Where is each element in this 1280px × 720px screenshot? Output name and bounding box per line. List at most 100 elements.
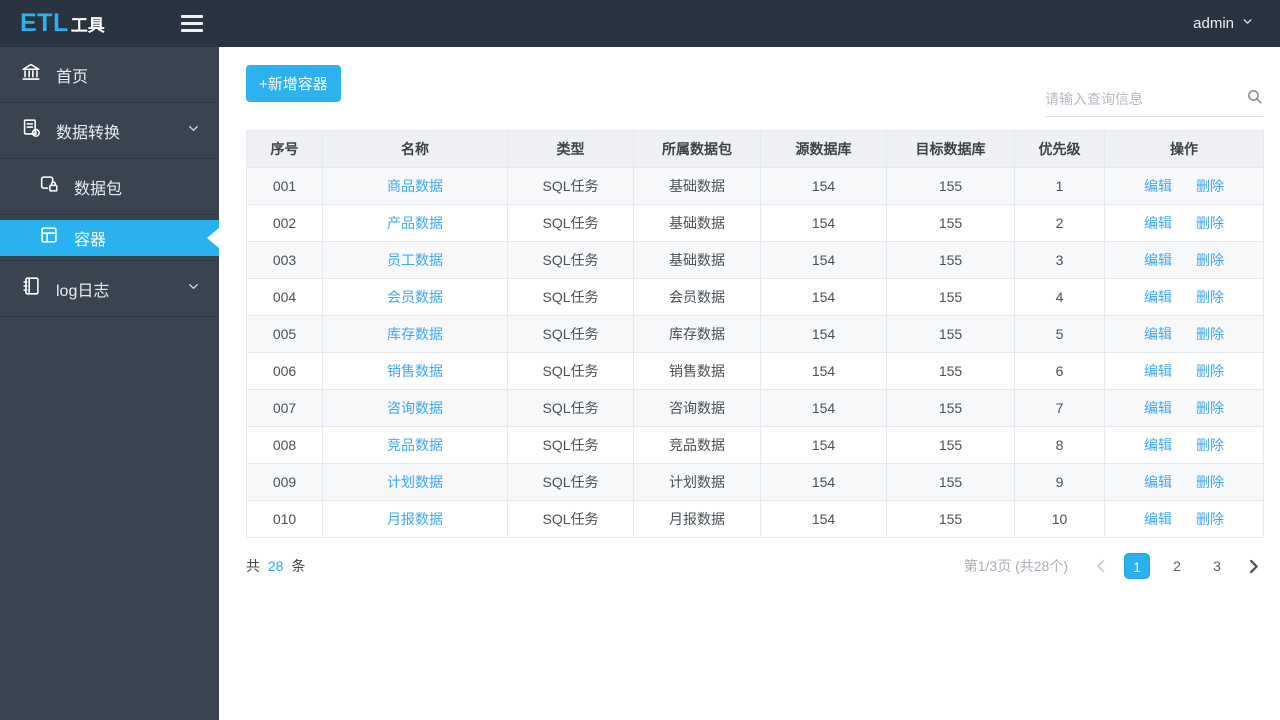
row-target: 155 bbox=[886, 426, 1015, 464]
row-seq: 002 bbox=[246, 204, 323, 242]
delete-link[interactable]: 删除 bbox=[1196, 474, 1224, 490]
page-number-3[interactable]: 3 bbox=[1213, 558, 1221, 574]
delete-link[interactable]: 删除 bbox=[1196, 363, 1224, 379]
row-actions: 编辑 删除 bbox=[1104, 352, 1264, 390]
row-actions: 编辑 删除 bbox=[1104, 315, 1264, 353]
row-name-link[interactable]: 销售数据 bbox=[387, 363, 443, 379]
row-name-link[interactable]: 库存数据 bbox=[387, 326, 443, 342]
row-seq: 009 bbox=[246, 463, 323, 501]
row-package: 基础数据 bbox=[633, 204, 761, 242]
row-type: SQL任务 bbox=[507, 352, 634, 390]
header-name: 名称 bbox=[322, 130, 508, 168]
row-name-link[interactable]: 会员数据 bbox=[387, 289, 443, 305]
row-seq: 008 bbox=[246, 426, 323, 464]
row-name-link[interactable]: 商品数据 bbox=[387, 178, 443, 194]
row-seq: 004 bbox=[246, 278, 323, 316]
table-header-row: 序号 名称 类型 所属数据包 源数据库 目标数据库 优先级 操作 bbox=[246, 130, 1264, 168]
sidebar-item-container[interactable]: 容器 bbox=[0, 219, 219, 256]
delete-link[interactable]: 删除 bbox=[1196, 252, 1224, 268]
row-type: SQL任务 bbox=[507, 278, 634, 316]
page-number-1[interactable]: 1 bbox=[1124, 553, 1150, 579]
row-name-cell: 库存数据 bbox=[322, 315, 508, 353]
row-seq: 010 bbox=[246, 500, 323, 538]
total-count: 共 28 条 bbox=[246, 556, 305, 576]
row-name-cell: 咨询数据 bbox=[322, 389, 508, 427]
row-name-link[interactable]: 产品数据 bbox=[387, 215, 443, 231]
prev-page-icon[interactable] bbox=[1092, 557, 1110, 575]
row-type: SQL任务 bbox=[507, 389, 634, 427]
header-type: 类型 bbox=[507, 130, 634, 168]
row-priority: 10 bbox=[1014, 500, 1105, 538]
table-body: 001 商品数据 SQL任务 基础数据 154 155 1 编辑 删除 002 产品数据 SQL任务基… bbox=[246, 167, 1264, 538]
edit-link[interactable]: 编辑 bbox=[1144, 474, 1172, 490]
edit-link[interactable]: 编辑 bbox=[1144, 252, 1172, 268]
app-logo: ETL 工具 bbox=[0, 9, 105, 38]
delete-link[interactable]: 删除 bbox=[1196, 215, 1224, 231]
toolbar: +新增容器 bbox=[246, 65, 1263, 117]
delete-link[interactable]: 删除 bbox=[1196, 289, 1224, 305]
delete-link[interactable]: 删除 bbox=[1196, 178, 1224, 194]
row-source: 154 bbox=[760, 315, 887, 353]
search-box bbox=[1045, 88, 1263, 117]
table-row: 005 库存数据 SQL任务 库存数据 154 155 5 编辑 删除 bbox=[246, 315, 1264, 353]
sidebar: 首页 数据转换 数据包 容器 bbox=[0, 47, 219, 720]
table-row: 009 计划数据 SQL任务 计划数据 154 155 9 编辑 删除 bbox=[246, 463, 1264, 501]
row-priority: 7 bbox=[1014, 389, 1105, 427]
row-name-link[interactable]: 月报数据 bbox=[387, 511, 443, 527]
row-target: 155 bbox=[886, 463, 1015, 501]
row-priority: 5 bbox=[1014, 315, 1105, 353]
row-name-link[interactable]: 员工数据 bbox=[387, 252, 443, 268]
sidebar-item-home[interactable]: 首页 bbox=[0, 47, 219, 103]
row-name-link[interactable]: 竞品数据 bbox=[387, 437, 443, 453]
row-source: 154 bbox=[760, 463, 887, 501]
delete-link[interactable]: 删除 bbox=[1196, 326, 1224, 342]
page-number-2[interactable]: 2 bbox=[1173, 558, 1181, 574]
row-priority: 6 bbox=[1014, 352, 1105, 390]
add-container-button[interactable]: +新增容器 bbox=[246, 65, 341, 102]
edit-link[interactable]: 编辑 bbox=[1144, 400, 1172, 416]
edit-link[interactable]: 编辑 bbox=[1144, 215, 1172, 231]
table-row: 002 产品数据 SQL任务 基础数据 154 155 2 编辑 删除 bbox=[246, 204, 1264, 242]
edit-link[interactable]: 编辑 bbox=[1144, 326, 1172, 342]
row-seq: 003 bbox=[246, 241, 323, 279]
delete-link[interactable]: 删除 bbox=[1196, 400, 1224, 416]
edit-link[interactable]: 编辑 bbox=[1144, 178, 1172, 194]
delete-link[interactable]: 删除 bbox=[1196, 511, 1224, 527]
row-priority: 1 bbox=[1014, 167, 1105, 205]
row-type: SQL任务 bbox=[507, 241, 634, 279]
data-transform-icon bbox=[20, 117, 42, 144]
edit-link[interactable]: 编辑 bbox=[1144, 363, 1172, 379]
search-input[interactable] bbox=[1045, 91, 1225, 107]
row-name-cell: 员工数据 bbox=[322, 241, 508, 279]
header-actions: 操作 bbox=[1104, 130, 1264, 168]
edit-link[interactable]: 编辑 bbox=[1144, 289, 1172, 305]
table-row: 001 商品数据 SQL任务 基础数据 154 155 1 编辑 删除 bbox=[246, 167, 1264, 205]
row-priority: 3 bbox=[1014, 241, 1105, 279]
search-icon[interactable] bbox=[1246, 88, 1263, 110]
row-actions: 编辑 删除 bbox=[1104, 426, 1264, 464]
row-source: 154 bbox=[760, 241, 887, 279]
row-priority: 4 bbox=[1014, 278, 1105, 316]
row-package: 基础数据 bbox=[633, 167, 761, 205]
edit-link[interactable]: 编辑 bbox=[1144, 437, 1172, 453]
row-actions: 编辑 删除 bbox=[1104, 278, 1264, 316]
sidebar-item-log[interactable]: log日志 bbox=[0, 261, 219, 317]
delete-link[interactable]: 删除 bbox=[1196, 437, 1224, 453]
row-seq: 006 bbox=[246, 352, 323, 390]
chevron-down-icon bbox=[186, 279, 201, 299]
row-name-link[interactable]: 计划数据 bbox=[387, 474, 443, 490]
chevron-down-icon bbox=[186, 121, 201, 141]
edit-link[interactable]: 编辑 bbox=[1144, 511, 1172, 527]
sidebar-item-data-transform[interactable]: 数据转换 bbox=[0, 103, 219, 159]
row-name-link[interactable]: 咨询数据 bbox=[387, 400, 443, 416]
next-page-icon[interactable] bbox=[1244, 557, 1263, 576]
row-actions: 编辑 删除 bbox=[1104, 463, 1264, 501]
log-icon bbox=[20, 275, 42, 302]
row-actions: 编辑 删除 bbox=[1104, 389, 1264, 427]
sidebar-item-data-package[interactable]: 数据包 bbox=[0, 159, 219, 215]
row-source: 154 bbox=[760, 389, 887, 427]
row-source: 154 bbox=[760, 352, 887, 390]
row-target: 155 bbox=[886, 241, 1015, 279]
user-menu[interactable]: admin bbox=[1193, 0, 1254, 47]
hamburger-menu-icon[interactable] bbox=[181, 15, 203, 32]
